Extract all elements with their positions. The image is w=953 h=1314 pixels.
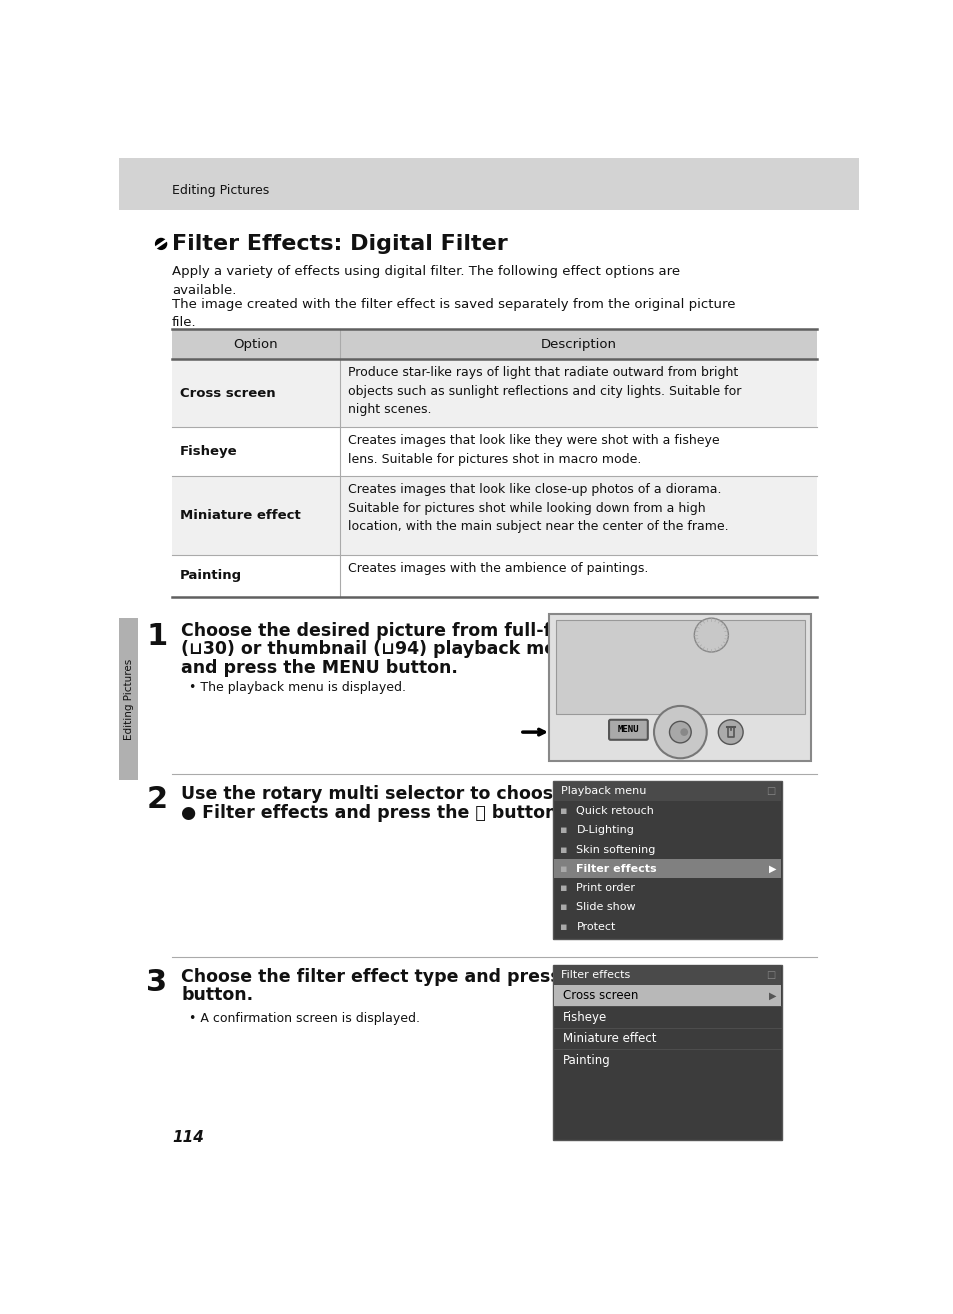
Bar — [172, 477, 816, 555]
Text: Choose the filter effect type and press the Ⓒ: Choose the filter effect type and press … — [181, 967, 616, 986]
Bar — [172, 427, 816, 477]
Text: □: □ — [765, 970, 775, 980]
Text: (⊔30) or thumbnail (⊔94) playback mode: (⊔30) or thumbnail (⊔94) playback mode — [181, 640, 580, 658]
Circle shape — [694, 618, 728, 652]
Text: Creates images that look like close-up photos of a diorama.
Suitable for picture: Creates images that look like close-up p… — [348, 484, 728, 533]
Text: Editing Pictures: Editing Pictures — [124, 658, 133, 740]
Bar — [172, 555, 816, 597]
Text: ▶: ▶ — [768, 863, 776, 874]
Text: Use the rotary multi selector to choose: Use the rotary multi selector to choose — [181, 786, 565, 803]
Bar — [549, 614, 810, 761]
Text: Filter effects: Filter effects — [560, 970, 630, 980]
Text: 3: 3 — [146, 967, 167, 997]
Text: Produce star-like rays of light that radiate outward from bright
objects such as: Produce star-like rays of light that rad… — [348, 367, 740, 417]
Text: ● Filter effects and press the Ⓒ button.: ● Filter effects and press the Ⓒ button. — [181, 804, 563, 821]
Text: Miniature effect: Miniature effect — [179, 510, 300, 522]
Text: MENU: MENU — [617, 725, 639, 735]
FancyBboxPatch shape — [608, 720, 647, 740]
Bar — [554, 859, 781, 878]
Bar — [172, 328, 816, 360]
Text: □: □ — [765, 786, 775, 796]
Text: 2: 2 — [146, 786, 167, 815]
Text: ▪: ▪ — [559, 863, 567, 874]
Circle shape — [718, 720, 742, 745]
Text: Playback menu: Playback menu — [560, 786, 646, 796]
Text: Option: Option — [233, 338, 278, 351]
Bar — [119, 158, 858, 210]
Text: ▪: ▪ — [559, 845, 567, 854]
Text: Creates images with the ambience of paintings.: Creates images with the ambience of pain… — [348, 562, 648, 576]
Circle shape — [669, 721, 691, 742]
Text: Cross screen: Cross screen — [179, 386, 275, 399]
Text: ▪: ▪ — [559, 825, 567, 836]
Text: and press the MENU button.: and press the MENU button. — [181, 658, 457, 677]
Bar — [554, 984, 781, 1007]
Text: Filter Effects: Digital Filter: Filter Effects: Digital Filter — [172, 234, 507, 254]
Text: ▪: ▪ — [559, 921, 567, 932]
Text: • The playback menu is displayed.: • The playback menu is displayed. — [189, 681, 406, 694]
Bar — [554, 782, 781, 802]
Text: 114: 114 — [172, 1130, 204, 1144]
Text: Slide show: Slide show — [576, 903, 636, 912]
Circle shape — [154, 238, 167, 250]
Text: ▪: ▪ — [559, 903, 567, 912]
Bar — [555, 620, 804, 714]
Text: D-Lighting: D-Lighting — [576, 825, 634, 836]
Text: Creates images that look like they were shot with a fisheye
lens. Suitable for p: Creates images that look like they were … — [348, 434, 719, 465]
Text: ▶: ▶ — [768, 991, 776, 1000]
Bar — [119, 618, 137, 779]
Text: The image created with the filter effect is saved separately from the original p: The image created with the filter effect… — [172, 298, 735, 330]
Text: Protect: Protect — [576, 921, 616, 932]
Circle shape — [654, 706, 706, 758]
Text: ▪: ▪ — [559, 883, 567, 894]
Text: Choose the desired picture from full-frame: Choose the desired picture from full-fra… — [181, 622, 601, 640]
Text: Fisheye: Fisheye — [562, 1010, 606, 1024]
Text: Quick retouch: Quick retouch — [576, 805, 654, 816]
Bar — [553, 782, 781, 940]
Text: • A confirmation screen is displayed.: • A confirmation screen is displayed. — [189, 1012, 419, 1025]
Bar — [553, 964, 781, 1141]
Text: Painting: Painting — [562, 1054, 610, 1067]
Text: Painting: Painting — [179, 569, 241, 582]
Text: Cross screen: Cross screen — [562, 989, 638, 1003]
Text: Fisheye: Fisheye — [179, 445, 237, 459]
Text: Filter effects: Filter effects — [576, 863, 657, 874]
Text: Miniature effect: Miniature effect — [562, 1031, 656, 1045]
Text: button.: button. — [181, 987, 253, 1004]
Text: Print order: Print order — [576, 883, 635, 894]
Circle shape — [679, 728, 687, 736]
Text: ▪: ▪ — [559, 805, 567, 816]
Bar — [172, 360, 816, 427]
Text: Skin softening: Skin softening — [576, 845, 655, 854]
Text: Editing Pictures: Editing Pictures — [172, 184, 269, 197]
Bar — [554, 966, 781, 984]
Text: Description: Description — [539, 338, 616, 351]
Text: 1: 1 — [146, 622, 167, 650]
Text: Apply a variety of effects using digital filter. The following effect options ar: Apply a variety of effects using digital… — [172, 265, 679, 297]
